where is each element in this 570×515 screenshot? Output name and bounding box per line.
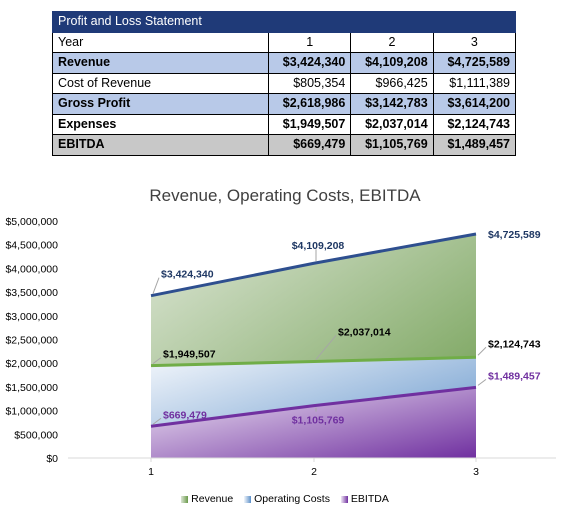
legend-swatch-revenue xyxy=(181,495,189,503)
data-label: $2,037,014 xyxy=(338,326,391,338)
cell-value: $3,614,200 xyxy=(432,93,517,115)
row-expenses: Expenses $1,949,507 $2,037,014 $2,124,74… xyxy=(52,113,517,135)
cell-value: $2,037,014 xyxy=(350,113,434,135)
pl-table: Profit and Loss Statement Year 1 2 3 Rev… xyxy=(52,11,517,156)
y-tick-label: $500,000 xyxy=(14,429,58,441)
year-1: 1 xyxy=(267,31,352,53)
y-tick-label: $3,500,000 xyxy=(5,287,58,299)
legend-item-operating-costs: Operating Costs xyxy=(244,493,330,505)
cell-value: $4,109,208 xyxy=(350,52,434,74)
cell-value: $805,354 xyxy=(267,72,352,94)
pl-title: Profit and Loss Statement xyxy=(52,11,516,33)
data-label: $2,124,743 xyxy=(488,338,541,350)
legend-label: EBITDA xyxy=(350,493,389,505)
cell-value: $3,424,340 xyxy=(267,52,352,74)
y-tick-label: $3,000,000 xyxy=(5,311,58,323)
leader-line xyxy=(152,417,162,425)
cell-value: $2,618,986 xyxy=(267,93,352,115)
y-tick-label: $1,500,000 xyxy=(5,382,58,394)
y-tick-label: $5,000,000 xyxy=(5,216,58,228)
y-tick-label: $4,500,000 xyxy=(5,240,58,252)
y-tick-label: $0 xyxy=(46,453,58,465)
data-label: $669,479 xyxy=(163,409,207,421)
leader-line xyxy=(152,277,160,294)
cell-value: $1,105,769 xyxy=(350,134,434,156)
leader-line xyxy=(315,335,337,360)
x-tick-label: 3 xyxy=(473,466,479,478)
y-tick-label: $2,500,000 xyxy=(5,335,58,347)
cell-value: $1,489,457 xyxy=(432,134,517,156)
chart-legend: Revenue Operating Costs EBITDA xyxy=(0,493,570,505)
y-tick-label: $4,000,000 xyxy=(5,263,58,275)
row-label: Gross Profit xyxy=(52,93,269,115)
data-label: $1,949,507 xyxy=(163,349,216,361)
pl-year-row: Year 1 2 3 xyxy=(52,31,517,53)
leader-line xyxy=(477,378,487,386)
cell-value: $2,124,743 xyxy=(432,113,517,135)
legend-item-revenue: Revenue xyxy=(181,493,233,505)
line-ebitda xyxy=(150,385,477,428)
line-operating-costs xyxy=(150,355,477,368)
data-label: $4,109,208 xyxy=(292,240,345,252)
data-label: $1,489,457 xyxy=(488,370,541,382)
cell-value: $4,725,589 xyxy=(432,52,517,74)
row-label: EBITDA xyxy=(52,134,269,156)
year-3: 3 xyxy=(432,31,517,53)
y-tick-label: $1,000,000 xyxy=(5,406,58,418)
year-label: Year xyxy=(52,31,269,53)
legend-label: Revenue xyxy=(191,493,234,505)
legend-item-ebitda: EBITDA xyxy=(340,493,389,505)
x-tick-label: 1 xyxy=(148,466,154,478)
leader-line xyxy=(152,357,162,364)
line-revenue xyxy=(150,232,477,298)
legend-label: Operating Costs xyxy=(254,493,330,505)
data-label: $1,105,769 xyxy=(292,415,345,427)
data-label: $3,424,340 xyxy=(161,269,214,281)
chart-title: Revenue, Operating Costs, EBITDA xyxy=(149,186,421,205)
row-label: Expenses xyxy=(52,113,269,135)
pl-title-row: Profit and Loss Statement xyxy=(52,11,516,33)
row-gross-profit: Gross Profit $2,618,986 $3,142,783 $3,61… xyxy=(52,93,517,115)
leader-line xyxy=(477,346,487,356)
area-ebitda xyxy=(151,387,476,458)
cell-value: $669,479 xyxy=(267,134,352,156)
y-tick-label: $2,000,000 xyxy=(5,358,58,370)
row-ebitda: EBITDA $669,479 $1,105,769 $1,489,457 xyxy=(52,134,517,156)
legend-swatch-ebitda xyxy=(340,495,348,503)
x-tick-label: 2 xyxy=(311,466,317,478)
legend-swatch-operating-costs xyxy=(244,495,252,503)
row-label: Cost of Revenue xyxy=(52,72,269,94)
data-label: $4,725,589 xyxy=(488,229,541,241)
